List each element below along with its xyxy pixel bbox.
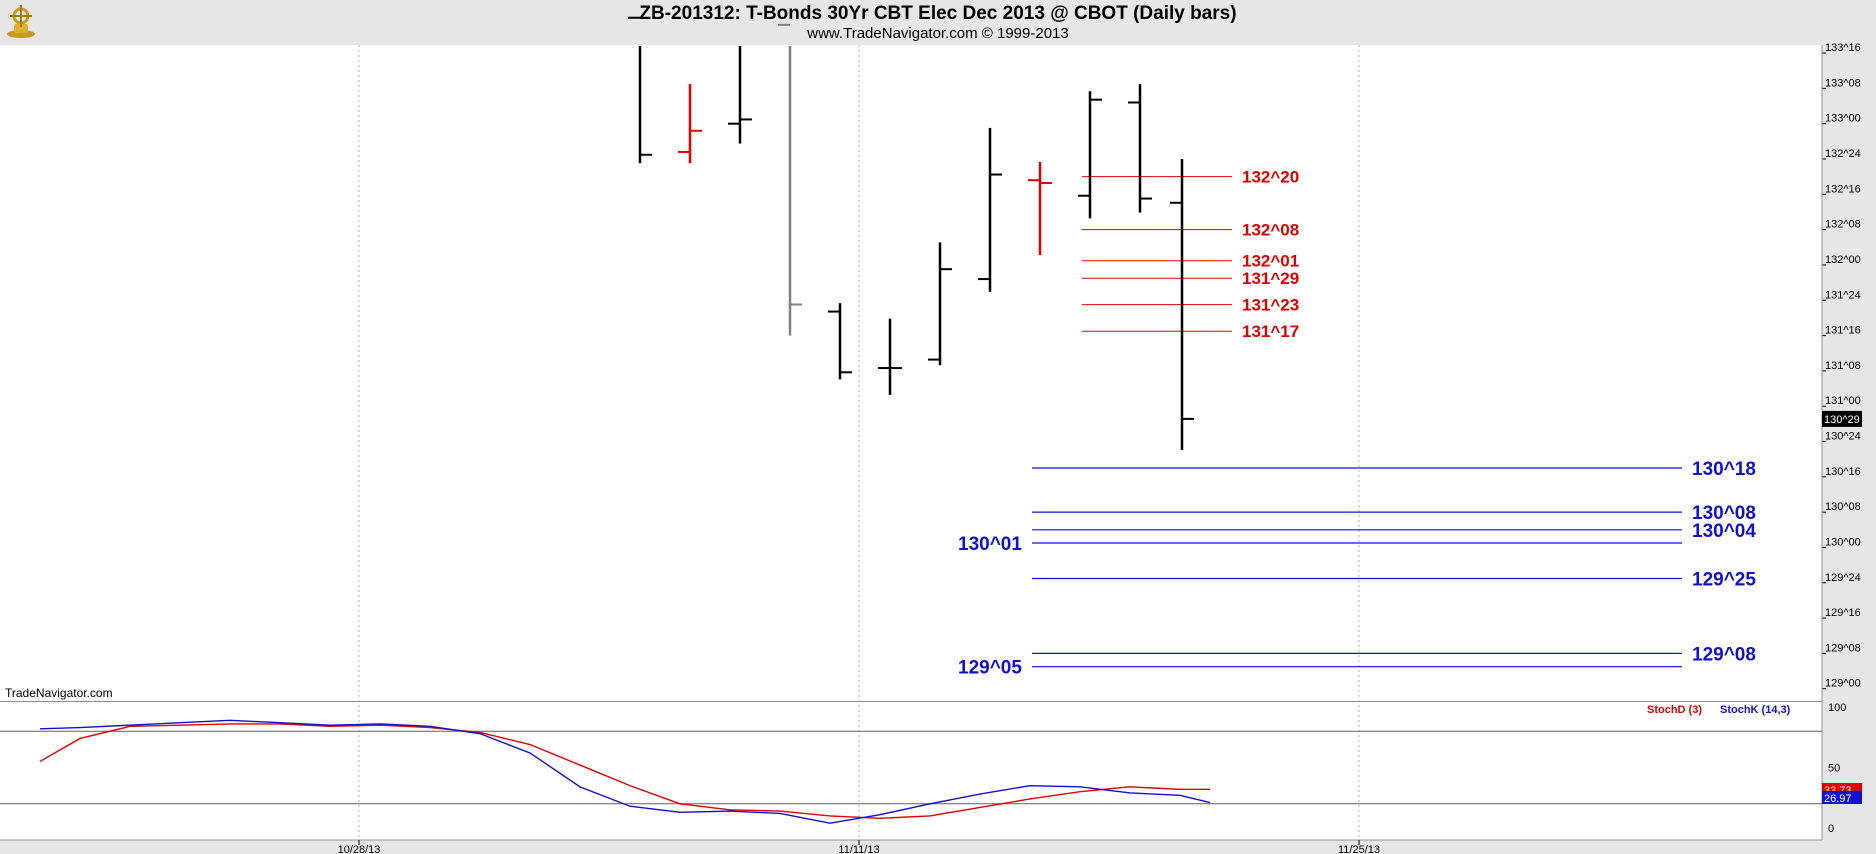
support-label: 129^25: [1692, 570, 1756, 591]
price-tick-label: 129^08: [1825, 642, 1861, 654]
price-tick-label: 131^08: [1825, 360, 1861, 372]
price-tick-label: 130^08: [1825, 501, 1861, 513]
price-tick-label: 132^16: [1825, 183, 1861, 195]
date-axis: 10/28/13 11/11/13 11/25/13: [338, 840, 1380, 854]
date-tick-label: 11/11/13: [838, 844, 879, 854]
support-label: 129^05: [958, 658, 1022, 679]
resistance-label: 131^29: [1242, 269, 1299, 288]
price-tick-label: 130^16: [1825, 466, 1861, 478]
price-tick-label: 132^00: [1825, 254, 1861, 266]
chart-subtitle: www.TradeNavigator.com © 1999-2013: [807, 25, 1069, 42]
support-label: 130^18: [1692, 459, 1756, 480]
price-panel: [0, 45, 1822, 701]
last-price-label: 130^29: [1824, 414, 1860, 426]
price-tick-label: 131^24: [1825, 289, 1861, 301]
stochastic-tick-label: 50: [1828, 763, 1840, 775]
stochastic-axis: 10050033.7326.97: [1822, 702, 1862, 835]
price-tick-label: 129^16: [1825, 607, 1861, 619]
price-tick-label: 133^00: [1825, 113, 1861, 125]
chart-title: ZB-201312: T-Bonds 30Yr CBT Elec Dec 201…: [639, 3, 1237, 24]
resistance-label: 132^01: [1242, 252, 1299, 271]
trade-navigator-logo-icon: [4, 2, 38, 45]
legend-entry: StochD (3): [1647, 704, 1702, 716]
stochastic-lines: [0, 719, 1822, 824]
price-tick-label: 130^00: [1825, 536, 1861, 548]
support-label: 130^01: [958, 534, 1022, 555]
resistance-label: 132^08: [1242, 221, 1299, 240]
price-tick-label: 129^24: [1825, 572, 1861, 584]
ohlc-bars: [628, 16, 1194, 450]
support-label: 130^08: [1692, 503, 1756, 524]
stochastic-legend: StochD (3) StochK (14,3): [1647, 704, 1791, 716]
price-tick-label: 132^24: [1825, 148, 1861, 160]
resistance-label: 132^20: [1242, 168, 1299, 187]
support-label: 130^04: [1692, 521, 1756, 542]
support-label: 129^08: [1692, 644, 1756, 665]
price-tick-label: 132^08: [1825, 219, 1861, 231]
price-tick-label: 133^08: [1825, 77, 1861, 89]
resistance-label: 131^23: [1242, 296, 1299, 315]
stochastic-series-line: [39, 719, 1211, 824]
resistance-label: 131^17: [1242, 322, 1299, 341]
price-tick-label: 133^16: [1825, 42, 1861, 54]
stochastic-tick-label: 100: [1828, 702, 1846, 714]
stochastic-last-label: 26.97: [1824, 793, 1852, 805]
chart-header: ZB-201312: T-Bonds 30Yr CBT Elec Dec 201…: [0, 0, 1876, 46]
price-tick-label: 129^00: [1825, 678, 1861, 690]
price-tick-label: 131^16: [1825, 325, 1861, 337]
price-axis: 133^16 133^08 133^00 132^24 132^16 132^08 132^…: [1821, 42, 1862, 840]
last-price-box: [1822, 410, 1862, 427]
price-tick-label: 130^24: [1825, 431, 1861, 443]
watermark-text: TradeNavigator.com: [5, 686, 113, 700]
stochastic-series-line: [39, 723, 1210, 820]
legend-entry: StochK (14,3): [1720, 704, 1791, 716]
stochastic-last-box: [1822, 791, 1862, 804]
date-tick-label: 11/25/13: [1338, 844, 1380, 854]
price-tick-label: 131^00: [1825, 395, 1861, 407]
stochastic-tick-label: 0: [1828, 823, 1834, 835]
date-tick-label: 10/28/13: [338, 844, 381, 854]
